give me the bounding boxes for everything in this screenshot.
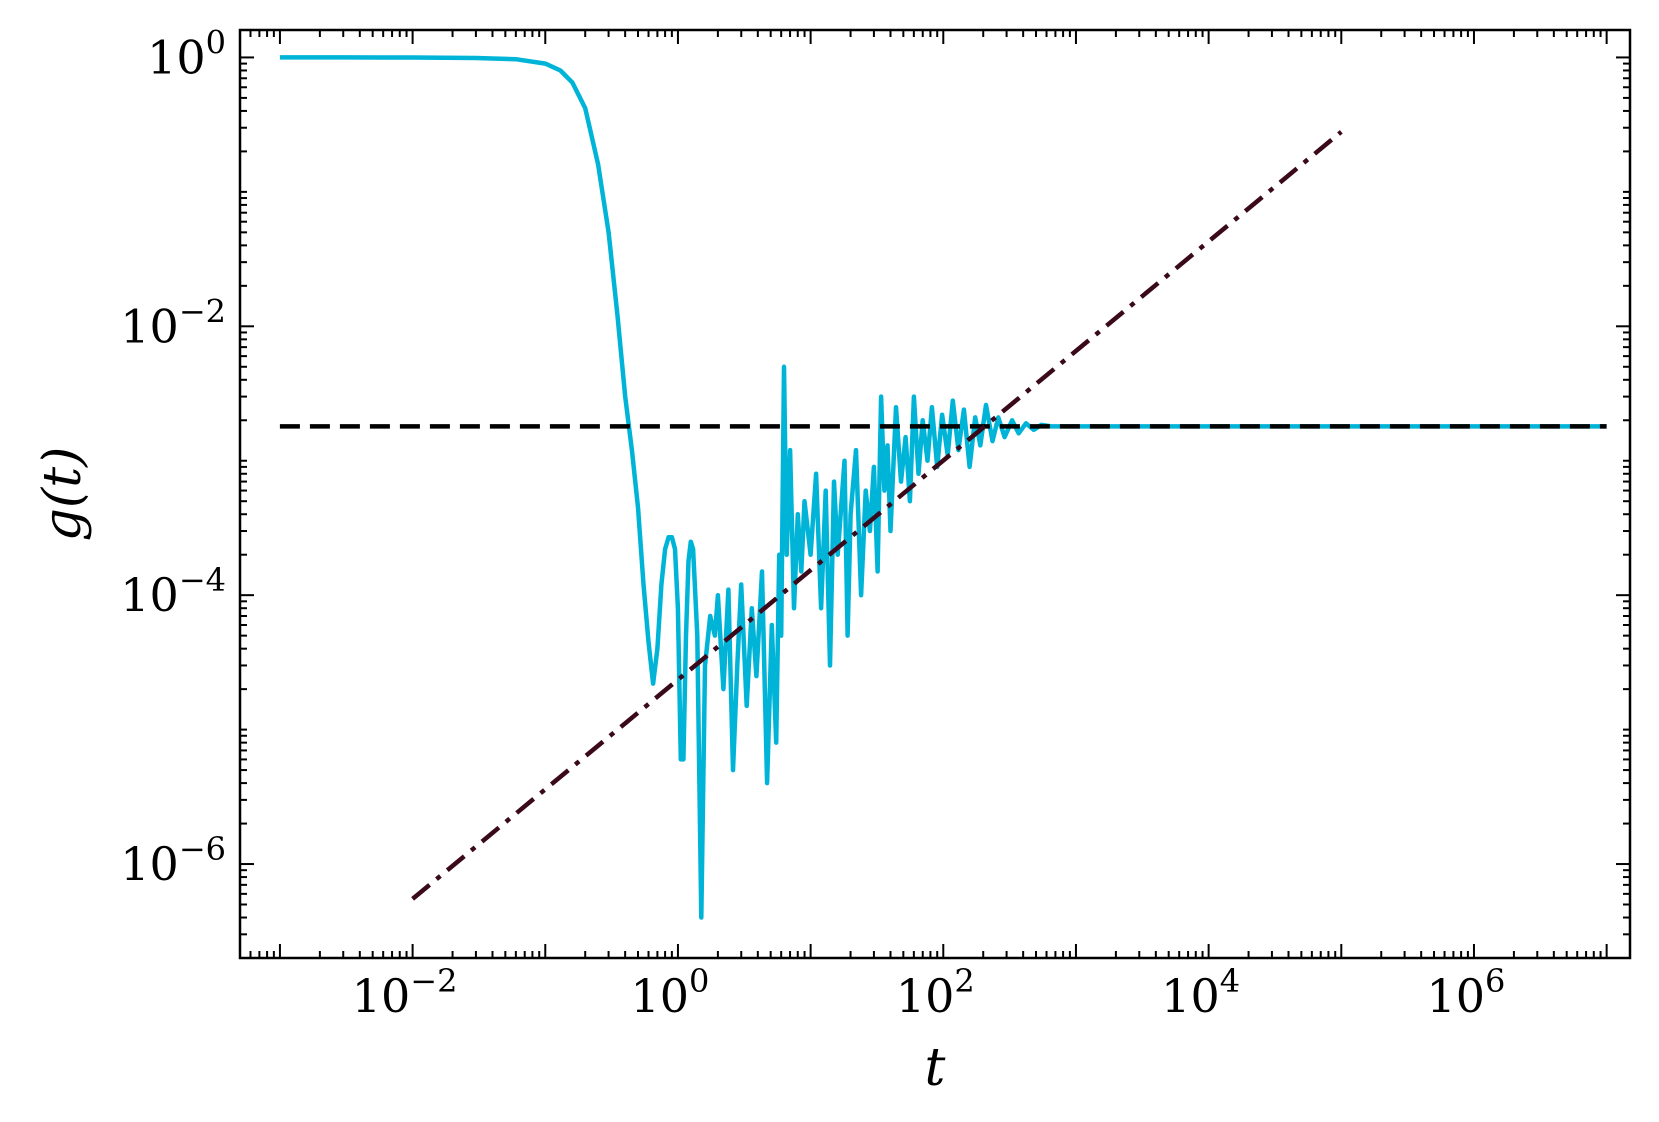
series-line-solid	[279, 55, 1607, 920]
y-tick-label: 10−2	[120, 292, 226, 353]
x-tick-label: 106	[1427, 962, 1506, 1023]
tick-labels-layer: 10−2 100 102 104 106 100 10−2 10−4 10−6	[120, 23, 1505, 1023]
plot-frame	[238, 28, 1632, 960]
x-axis-label: t	[925, 1038, 946, 1098]
x-tick-label: 104	[1161, 962, 1240, 1023]
series-layer	[279, 55, 1607, 920]
ticks-layer	[239, 30, 1630, 959]
y-tick-label: 100	[147, 23, 226, 84]
y-tick-label: 10−6	[120, 830, 226, 891]
y-axis-label: g(t)	[33, 447, 93, 542]
series-line-dashdot	[411, 130, 1343, 901]
x-tick-label: 102	[896, 962, 975, 1023]
y-tick-label: 10−4	[120, 561, 226, 622]
x-tick-label: 10−2	[352, 962, 458, 1023]
x-tick-label: 100	[630, 962, 709, 1023]
